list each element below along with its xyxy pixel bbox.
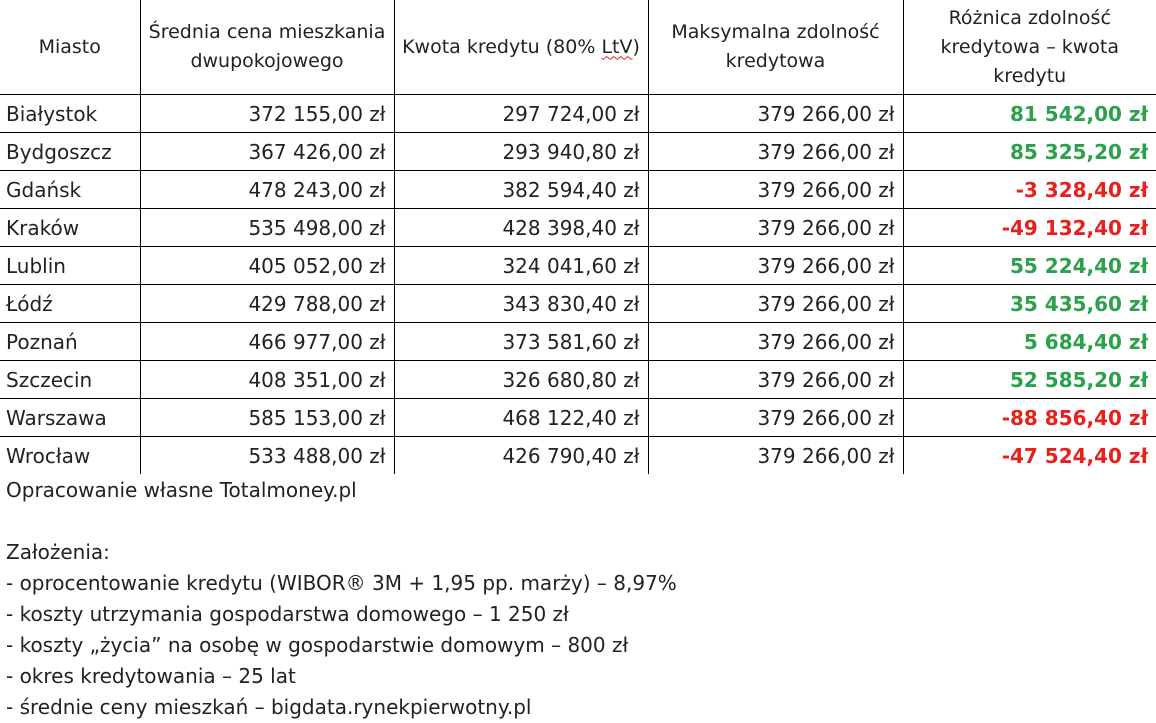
table-row: Poznań 466 977,00 zł 373 581,60 zł 379 266,… (0, 322, 1156, 361)
mortgage-table: Miasto Średnia cena mieszkania dwupokojo… (0, 0, 1156, 474)
cell-loan[interactable]: 468 122,40 zł (393, 398, 648, 437)
table-row: Łódź 429 788,00 zł 343 830,40 zł 379 266,00… (0, 284, 1156, 323)
cell-avg-price[interactable]: 405 052,00 zł (139, 246, 394, 285)
cell-avg-price[interactable]: 408 351,00 zł (139, 360, 394, 399)
cell-difference[interactable]: -49 132,40 zł (902, 208, 1156, 247)
header-loan-text-a: Kwota kredytu (80% (402, 35, 602, 58)
table-row: Gdańsk 478 243,00 zł 382 594,40 zł 379 266,… (0, 170, 1156, 209)
cell-loan[interactable]: 382 594,40 zł (393, 170, 648, 209)
cell-loan[interactable]: 293 940,80 zł (393, 132, 648, 171)
cell-difference[interactable]: -47 524,40 zł (902, 436, 1156, 474)
cell-city[interactable]: Poznań (0, 322, 140, 361)
table-row: Lublin 405 052,00 zł 324 041,60 zł 379 266,… (0, 246, 1156, 285)
cell-city[interactable]: Lublin (0, 246, 140, 285)
cell-max-capacity[interactable]: 379 266,00 zł (647, 246, 903, 285)
cell-city[interactable]: Szczecin (0, 360, 140, 399)
cell-loan[interactable]: 426 790,40 zł (393, 436, 648, 474)
table-row: Bydgoszcz 367 426,00 zł 293 940,80 zł 379 2… (0, 132, 1156, 171)
cell-difference[interactable]: -3 328,40 zł (902, 170, 1156, 209)
cell-max-capacity[interactable]: 379 266,00 zł (647, 132, 903, 171)
cell-city[interactable]: Warszawa (0, 398, 140, 437)
table-row: Wrocław 533 488,00 zł 426 790,40 zł 379 266… (0, 436, 1156, 474)
assumption-item[interactable]: - oprocentowanie kredytu (WIBOR® 3M + 1,… (6, 571, 677, 595)
header-loan-amount[interactable]: Kwota kredytu (80% LtV) (393, 0, 648, 95)
cell-city[interactable]: Białystok (0, 94, 140, 133)
cell-difference[interactable]: -88 856,40 zł (902, 398, 1156, 437)
cell-difference[interactable]: 35 435,60 zł (902, 284, 1156, 323)
cell-avg-price[interactable]: 466 977,00 zł (139, 322, 394, 361)
cell-max-capacity[interactable]: 379 266,00 zł (647, 360, 903, 399)
table-body: Białystok 372 155,00 zł 297 724,00 zł 379 2… (0, 94, 1156, 474)
cell-avg-price[interactable]: 535 498,00 zł (139, 208, 394, 247)
cell-max-capacity[interactable]: 379 266,00 zł (647, 94, 903, 133)
cell-loan[interactable]: 343 830,40 zł (393, 284, 648, 323)
blank-line (6, 506, 677, 537)
cell-max-capacity[interactable]: 379 266,00 zł (647, 398, 903, 437)
header-avg-price[interactable]: Średnia cena mieszkania dwupokojowego (139, 0, 394, 95)
table-row: Warszawa 585 153,00 zł 468 122,40 zł 379 26… (0, 398, 1156, 437)
table-row: Białystok 372 155,00 zł 297 724,00 zł 379 2… (0, 94, 1156, 133)
header-max-capacity[interactable]: Maksymalna zdolność kredytowa (647, 0, 903, 95)
cell-city[interactable]: Łódź (0, 284, 140, 323)
cell-avg-price[interactable]: 533 488,00 zł (139, 436, 394, 474)
header-city[interactable]: Miasto (0, 0, 140, 95)
assumptions-title[interactable]: Założenia: (6, 540, 110, 564)
table-row: Szczecin 408 351,00 zł 326 680,80 zł 379 26… (0, 360, 1156, 399)
cell-difference[interactable]: 81 542,00 zł (902, 94, 1156, 133)
assumption-item[interactable]: - średnie ceny mieszkań – bigdata.rynekp… (6, 695, 532, 719)
cell-max-capacity[interactable]: 379 266,00 zł (647, 208, 903, 247)
cell-difference[interactable]: 55 224,40 zł (902, 246, 1156, 285)
cell-loan[interactable]: 428 398,40 zł (393, 208, 648, 247)
cell-city[interactable]: Bydgoszcz (0, 132, 140, 171)
table-header: Miasto Średnia cena mieszkania dwupokojo… (0, 0, 1156, 95)
cell-city[interactable]: Kraków (0, 208, 140, 247)
cell-max-capacity[interactable]: 379 266,00 zł (647, 284, 903, 323)
cell-loan[interactable]: 326 680,80 zł (393, 360, 648, 399)
assumption-item[interactable]: - koszty utrzymania gospodarstwa domoweg… (6, 602, 569, 626)
header-difference[interactable]: Różnica zdolność kredytowa – kwota kredy… (902, 0, 1156, 95)
cell-max-capacity[interactable]: 379 266,00 zł (647, 322, 903, 361)
cell-max-capacity[interactable]: 379 266,00 zł (647, 436, 903, 474)
spellcheck-underlined-word: LtV (601, 35, 633, 58)
cell-loan[interactable]: 324 041,60 zł (393, 246, 648, 285)
notes-section: Opracowanie własne Totalmoney.pl Założen… (6, 475, 677, 723)
cell-difference[interactable]: 5 684,40 zł (902, 322, 1156, 361)
cell-avg-price[interactable]: 478 243,00 zł (139, 170, 394, 209)
cell-loan[interactable]: 297 724,00 zł (393, 94, 648, 133)
assumption-item[interactable]: - okres kredytowania – 25 lat (6, 664, 296, 688)
cell-difference[interactable]: 52 585,20 zł (902, 360, 1156, 399)
assumptions-list: - oprocentowanie kredytu (WIBOR® 3M + 1,… (6, 568, 677, 723)
table-row: Kraków 535 498,00 zł 428 398,40 zł 379 266,… (0, 208, 1156, 247)
cell-avg-price[interactable]: 585 153,00 zł (139, 398, 394, 437)
cell-loan[interactable]: 373 581,60 zł (393, 322, 648, 361)
cell-city[interactable]: Wrocław (6, 443, 91, 468)
cell-difference[interactable]: 85 325,20 zł (902, 132, 1156, 171)
assumption-item[interactable]: - koszty „życia” na osobę w gospodarstwi… (6, 633, 629, 657)
cell-avg-price[interactable]: 367 426,00 zł (139, 132, 394, 171)
cell-avg-price[interactable]: 429 788,00 zł (139, 284, 394, 323)
header-loan-text-c: ) (632, 35, 640, 58)
header-row: Miasto Średnia cena mieszkania dwupokojo… (0, 0, 1156, 95)
cell-max-capacity[interactable]: 379 266,00 zł (647, 170, 903, 209)
source-note[interactable]: Opracowanie własne Totalmoney.pl (6, 478, 357, 502)
cell-avg-price[interactable]: 372 155,00 zł (139, 94, 394, 133)
cell-city[interactable]: Gdańsk (0, 170, 140, 209)
